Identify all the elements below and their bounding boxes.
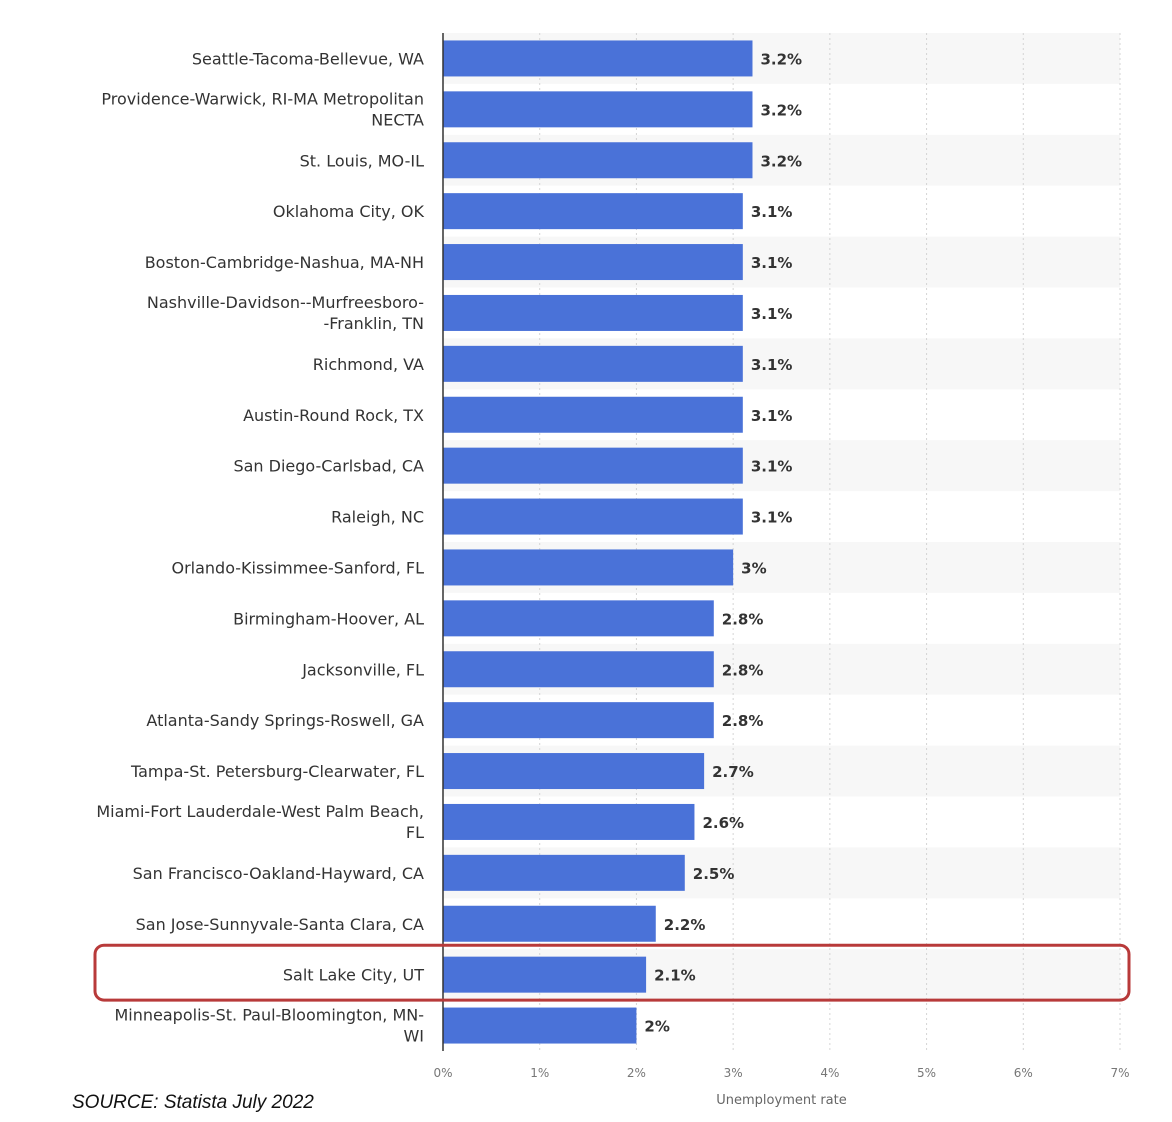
category-label: Birmingham-Hoover, AL: [233, 609, 424, 628]
category-label: San Diego-Carlsbad, CA: [233, 457, 424, 476]
category-label: Oklahoma City, OK: [273, 202, 425, 221]
value-label: 3.2%: [760, 152, 802, 170]
bar: [443, 1007, 637, 1044]
value-label: 2.8%: [722, 610, 764, 628]
x-tick-label: 1%: [530, 1066, 549, 1080]
category-label: Richmond, VA: [313, 355, 424, 374]
x-tick-label: 6%: [1014, 1066, 1033, 1080]
bar: [443, 91, 753, 128]
bar: [443, 854, 685, 891]
value-label: 2.2%: [664, 916, 706, 934]
category-label: Seattle-Tacoma-Bellevue, WA: [192, 49, 424, 68]
bar: [443, 447, 743, 484]
highlight-box: [93, 943, 1131, 1002]
category-label: Nashville-Davidson--Murfreesboro--Frankl…: [147, 293, 424, 333]
value-label: 2.7%: [712, 763, 754, 781]
bar: [443, 244, 743, 281]
x-axis-title: Unemployment rate: [716, 1093, 846, 1108]
source-note: SOURCE: Statista July 2022: [72, 1092, 314, 1113]
category-label: Orlando-Kissimmee-Sanford, FL: [171, 558, 424, 577]
bar: [443, 193, 743, 230]
x-tick-labels: 0% 1% 2% 3% 4% 5% 6% 7%: [433, 1066, 1129, 1080]
value-label: 3.1%: [751, 407, 793, 425]
x-tick-label: 0%: [433, 1066, 452, 1080]
value-label: 3.2%: [760, 101, 802, 119]
x-tick-label: 4%: [820, 1066, 839, 1080]
category-label: San Francisco-Oakland-Hayward, CA: [133, 864, 424, 883]
value-label: 2.8%: [722, 661, 764, 679]
value-label: 3.2%: [760, 50, 802, 68]
bars: [443, 40, 753, 1044]
value-label: 3.1%: [751, 509, 793, 527]
category-label: Austin-Round Rock, TX: [243, 406, 424, 425]
bar: [443, 753, 705, 790]
bar: [443, 40, 753, 77]
bar: [443, 294, 743, 331]
value-label: 2.8%: [722, 712, 764, 730]
category-label: Raleigh, NC: [331, 508, 424, 527]
category-labels: Seattle-Tacoma-Bellevue, WA Providence-Wa…: [96, 49, 424, 1045]
value-label: 3.1%: [751, 458, 793, 476]
category-label: Miami-Fort Lauderdale-West Palm Beach, FL: [96, 802, 424, 842]
bar: [443, 498, 743, 535]
bar: [443, 600, 714, 637]
value-label: 2.6%: [702, 814, 744, 832]
category-label: Atlanta-Sandy Springs-Roswell, GA: [146, 711, 424, 730]
category-label: Tampa-St. Petersburg-Clearwater, FL: [130, 762, 424, 781]
x-tick-label: 2%: [627, 1066, 646, 1080]
value-labels: 3.2% 3.2% 3.2% 3.1% 3.1% 3.1% 3.1% 3.1% 3.1% 3.1%…: [644, 50, 802, 1035]
value-label: 3.1%: [751, 254, 793, 272]
bar: [443, 549, 734, 586]
value-label: 3%: [741, 559, 766, 577]
bar: [443, 651, 714, 688]
bar: [443, 956, 647, 993]
value-label: 3.1%: [751, 356, 793, 374]
bar: [443, 142, 753, 179]
value-label: 3.1%: [751, 305, 793, 323]
bar: [443, 345, 743, 382]
category-label: Minneapolis-St. Paul-Bloomington, MN-WI: [115, 1006, 425, 1046]
bar: [443, 396, 743, 433]
value-label: 2.1%: [654, 967, 696, 985]
category-label: Salt Lake City, UT: [283, 966, 424, 985]
category-label: Jacksonville, FL: [301, 660, 424, 679]
category-label: Providence-Warwick, RI-MA Metropolitan NE…: [101, 89, 424, 129]
value-label: 3.1%: [751, 203, 793, 221]
bar: [443, 803, 695, 840]
x-tick-label: 5%: [917, 1066, 936, 1080]
category-label: San Jose-Sunnyvale-Santa Clara, CA: [136, 915, 424, 934]
category-label: St. Louis, MO-IL: [300, 151, 424, 170]
category-label: Boston-Cambridge-Nashua, MA-NH: [145, 253, 424, 272]
value-label: 2%: [644, 1018, 669, 1036]
bar: [443, 905, 656, 942]
value-label: 2.5%: [693, 865, 735, 883]
x-tick-label: 3%: [724, 1066, 743, 1080]
bar: [443, 702, 714, 739]
x-tick-label: 7%: [1110, 1066, 1129, 1080]
